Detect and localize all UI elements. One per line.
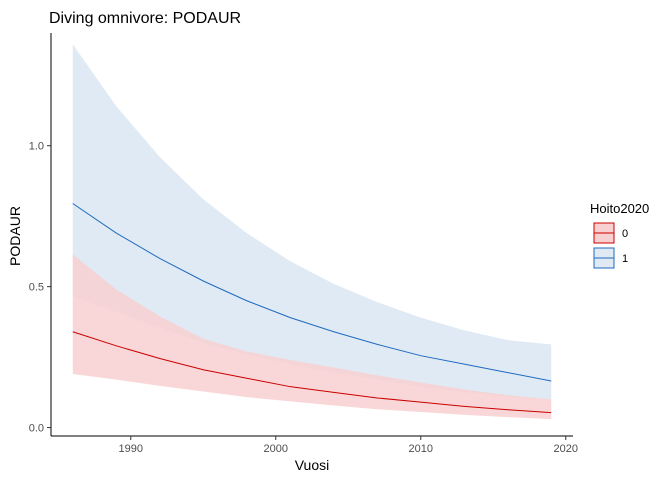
legend-item-0: 0 [593, 222, 628, 244]
x-tick-label: 2010 [409, 443, 433, 455]
legend-item-1: 1 [593, 247, 628, 269]
legend-label-0: 0 [622, 228, 628, 240]
confidence-bands [72, 44, 552, 420]
confidence-band-series-0 [72, 254, 552, 420]
legend-label-1: 1 [622, 253, 628, 265]
y-axis-title: PODAUR [7, 206, 23, 266]
legend: Hoito2020 0 1 [590, 201, 649, 269]
series-line-1 [72, 203, 552, 382]
x-ticks: 1990 2000 2010 2020 [119, 436, 578, 455]
x-tick-label: 2000 [264, 443, 288, 455]
y-tick-label: 0.0 [29, 423, 44, 435]
x-axis-title: Vuosi [295, 457, 330, 473]
y-tick-label: 1.0 [29, 141, 44, 153]
x-tick-label: 2020 [554, 443, 578, 455]
y-tick-label: 0.5 [29, 282, 44, 294]
legend-title: Hoito2020 [590, 201, 649, 216]
x-tick-label: 1990 [119, 443, 143, 455]
series-lines [72, 203, 552, 414]
y-ticks: 0.0 0.5 1.0 [29, 141, 51, 435]
chart-title: Diving omnivore: PODAUR [49, 10, 241, 27]
confidence-band-series-1 [72, 44, 552, 400]
series-line-0 [72, 331, 552, 414]
